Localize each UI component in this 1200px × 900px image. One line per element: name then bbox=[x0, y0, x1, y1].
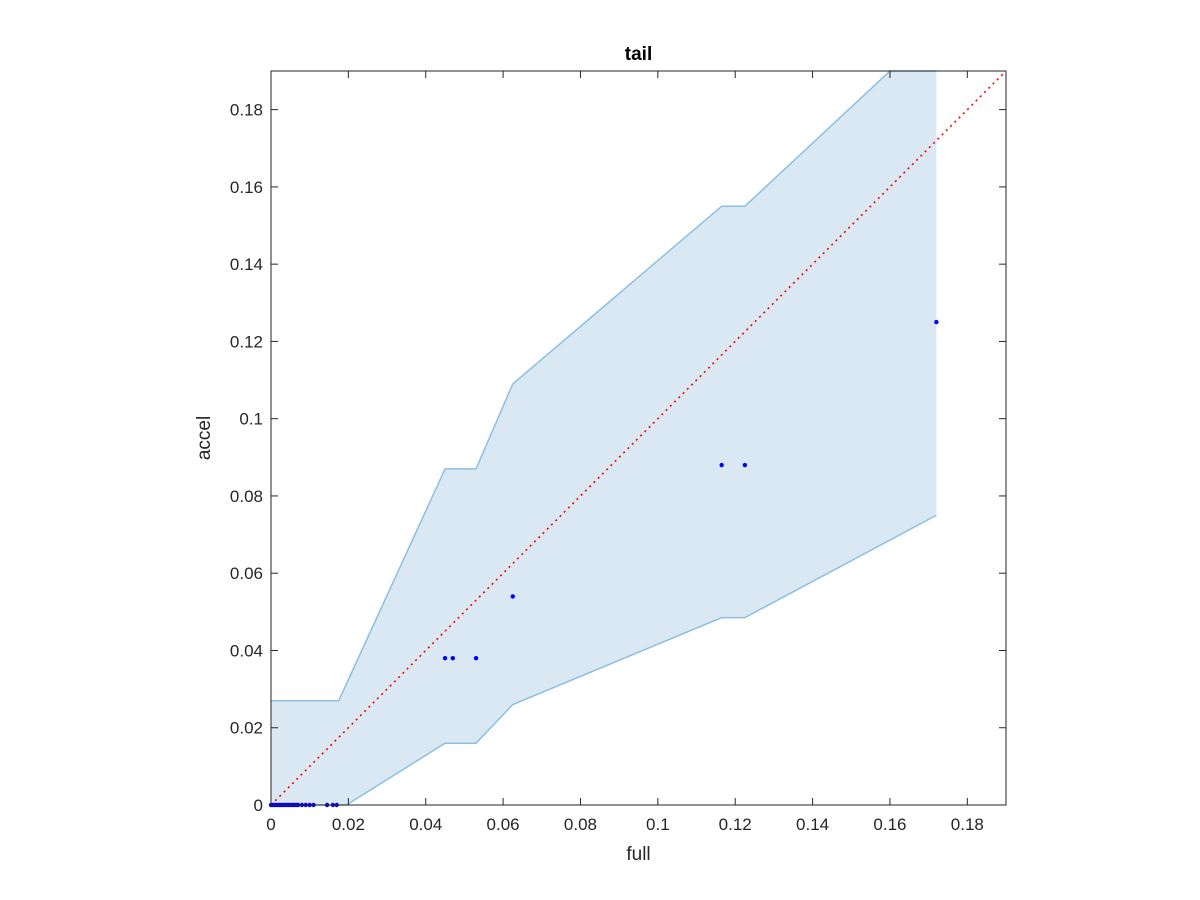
y-tick-label: 0.06 bbox=[230, 564, 263, 583]
chart-title: tail bbox=[625, 44, 652, 65]
x-tick-label: 0.08 bbox=[564, 815, 597, 834]
data-point bbox=[719, 462, 724, 468]
x-tick-label: 0.02 bbox=[332, 815, 365, 834]
x-tick-label: 0.12 bbox=[719, 815, 752, 834]
confidence-band-upper-edge bbox=[271, 70, 937, 702]
data-point bbox=[473, 656, 479, 661]
y-tick-label: 0.12 bbox=[230, 332, 263, 351]
x-tick-label: 0 bbox=[266, 815, 275, 834]
data-point bbox=[742, 462, 748, 468]
y-tick-label: 0.18 bbox=[230, 101, 263, 120]
x-tick-label: 0.06 bbox=[487, 815, 520, 834]
plot-frame bbox=[270, 70, 1007, 806]
data-point bbox=[442, 656, 448, 661]
x-tick-label: 0.04 bbox=[409, 815, 442, 834]
y-tick-label: 0 bbox=[254, 796, 263, 815]
reference-line-layer bbox=[270, 70, 1007, 806]
x-axis-title: full bbox=[626, 844, 650, 865]
y-tick-label: 0.16 bbox=[230, 178, 263, 197]
confidence-band bbox=[271, 71, 937, 805]
y-tick-label: 0.04 bbox=[230, 641, 263, 660]
y-tick-label: 0.1 bbox=[239, 410, 263, 429]
x-tick-label: 0.14 bbox=[796, 815, 829, 834]
y-tick-label: 0.14 bbox=[230, 255, 263, 274]
data-point bbox=[934, 319, 939, 325]
y-tick-label: 0.08 bbox=[230, 487, 263, 506]
y-tick-label: 0.02 bbox=[230, 719, 263, 738]
x-tick-label: 0.1 bbox=[646, 815, 670, 834]
ticks-layer: 0 0.02 0.04 0.06 0.08 0.1 0.12 0.14 0.16 0.18 0 0.0… bbox=[230, 71, 1006, 834]
y-axis-title: accel bbox=[194, 416, 215, 460]
x-tick-label: 0.18 bbox=[951, 815, 984, 834]
data-point bbox=[510, 594, 515, 599]
reference-line bbox=[270, 70, 1007, 806]
data-point bbox=[450, 656, 456, 661]
x-tick-label: 0.16 bbox=[873, 815, 906, 834]
